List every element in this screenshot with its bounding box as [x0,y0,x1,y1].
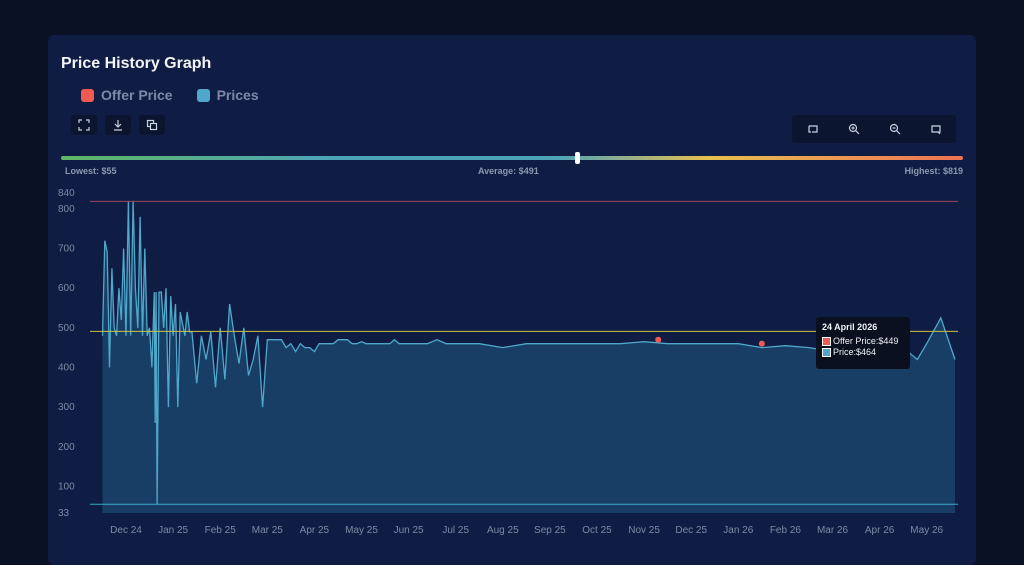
average-marker[interactable] [575,152,580,164]
x-tick-label: Jun 25 [394,525,424,536]
offer-price-point [758,340,765,347]
highest-stat: Highest: $819 [904,166,963,176]
y-tick-label: 800 [58,204,75,215]
prices-line [101,200,956,505]
y-tick-label: 300 [58,402,75,413]
zoom-toolbar [792,115,956,143]
y-tick-label: 33 [58,508,70,519]
left-toolbar [71,115,165,135]
expand-icon[interactable] [71,115,97,135]
reset-icon[interactable] [800,119,826,139]
legend: Offer Price Prices [81,87,259,103]
tooltip-price-swatch [822,347,831,357]
tooltip-offer-swatch [822,336,831,346]
x-tick-label: Feb 26 [770,525,802,536]
y-tick-label: 400 [58,362,75,373]
tooltip-offer-row: Offer Price:$449 [822,336,904,346]
lowest-stat: Lowest: $55 [65,166,117,176]
x-tick-label: Jan 26 [723,525,753,536]
x-tick-label: Dec 25 [675,525,707,536]
tooltip-date: 24 April 2026 [822,322,878,332]
chart-title: Price History Graph [61,55,212,72]
y-tick-label: 200 [58,442,75,453]
x-tick-label: May 26 [910,525,943,536]
x-tick-label: Dec 24 [110,525,142,536]
x-tick-label: Apr 25 [300,525,330,536]
average-stat: Average: $491 [478,166,539,176]
price-chart: 33 100 200 300 400 500 600 700 800 840 Dec 24 Jan 2… [58,188,958,536]
y-tick-label: 500 [58,323,75,334]
x-tick-label: Aug 25 [487,525,519,536]
legend-item-prices[interactable]: Prices [196,87,259,103]
x-tick-label: Mar 25 [252,525,284,536]
x-tick-label: Nov 25 [628,525,660,536]
zoom-in-icon[interactable] [841,119,867,139]
y-tick-label: 700 [58,244,75,255]
x-tick-label: Apr 26 [865,525,895,536]
offer-price-swatch [81,88,94,102]
x-tick-label: Jul 25 [442,525,469,536]
x-tick-label: Jan 25 [158,525,188,536]
price-history-card: Price History Graph Offer Price Prices [48,35,976,565]
download-icon[interactable] [105,115,131,135]
tooltip-price-text: Price:$464 [833,347,877,357]
zoom-out-icon[interactable] [882,119,908,139]
pan-icon[interactable] [923,119,949,139]
legend-label-prices: Prices [216,87,259,103]
y-tick-label: 100 [58,481,75,492]
x-tick-label: Feb 25 [205,525,237,536]
prices-area [102,200,955,513]
prices-swatch [196,88,210,102]
x-tick-label: May 25 [345,525,378,536]
legend-item-offer-price[interactable]: Offer Price [81,87,173,103]
x-tick-label: Oct 25 [582,525,612,536]
offer-price-point [655,336,662,343]
tooltip-price-row: Price:$464 [822,347,904,357]
y-tick-label: 840 [58,188,75,199]
legend-label-offer-price: Offer Price [101,87,173,103]
chart-tooltip: 24 April 2026 Offer Price:$449 Price:$46… [816,317,910,369]
copy-icon[interactable] [139,115,165,135]
price-range-bar [61,156,963,160]
x-tick-label: Sep 25 [534,525,566,536]
x-tick-label: Mar 26 [817,525,849,536]
tooltip-offer-text: Offer Price:$449 [833,336,899,346]
y-tick-label: 600 [58,283,75,294]
